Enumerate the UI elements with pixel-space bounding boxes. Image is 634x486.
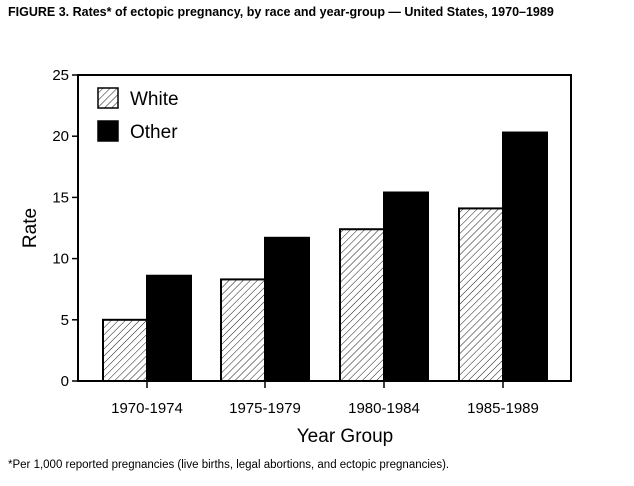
y-tick-label: 25	[52, 67, 69, 84]
legend-label-other: Other	[130, 122, 178, 143]
bar-other-1980-1984	[383, 191, 429, 382]
x-tick-label: 1975-1979	[229, 400, 301, 417]
legend-swatch-other	[97, 120, 119, 142]
x-axis-label: Year Group	[297, 426, 393, 447]
bar-white-1970-1974	[102, 318, 148, 382]
x-tick-label: 1980-1984	[348, 400, 420, 417]
y-tick-label: 10	[52, 251, 69, 268]
x-tick-label: 1985-1989	[467, 400, 539, 417]
y-tick-label: 20	[52, 128, 69, 145]
bar-other-1975-1979	[264, 236, 310, 382]
y-tick-label: 0	[61, 373, 69, 390]
footnote: *Per 1,000 reported pregnancies (live bi…	[8, 459, 450, 471]
y-tick-label: 5	[61, 312, 69, 329]
legend-label-white: White	[130, 89, 179, 110]
bar-white-1980-1984	[339, 228, 385, 382]
bar-white-1975-1979	[220, 278, 266, 382]
y-axis-label: Rate	[20, 208, 41, 248]
plot-frame	[77, 74, 572, 382]
bar-other-1985-1989	[502, 131, 548, 382]
chart-title: FIGURE 3. Rates* of ectopic pregnancy, b…	[8, 5, 554, 19]
y-tick-label: 15	[52, 189, 69, 206]
x-tick-label: 1970-1974	[111, 400, 183, 417]
legend-swatch-white	[97, 87, 119, 109]
bar-other-1970-1974	[146, 274, 192, 382]
bar-white-1985-1989	[458, 207, 504, 382]
